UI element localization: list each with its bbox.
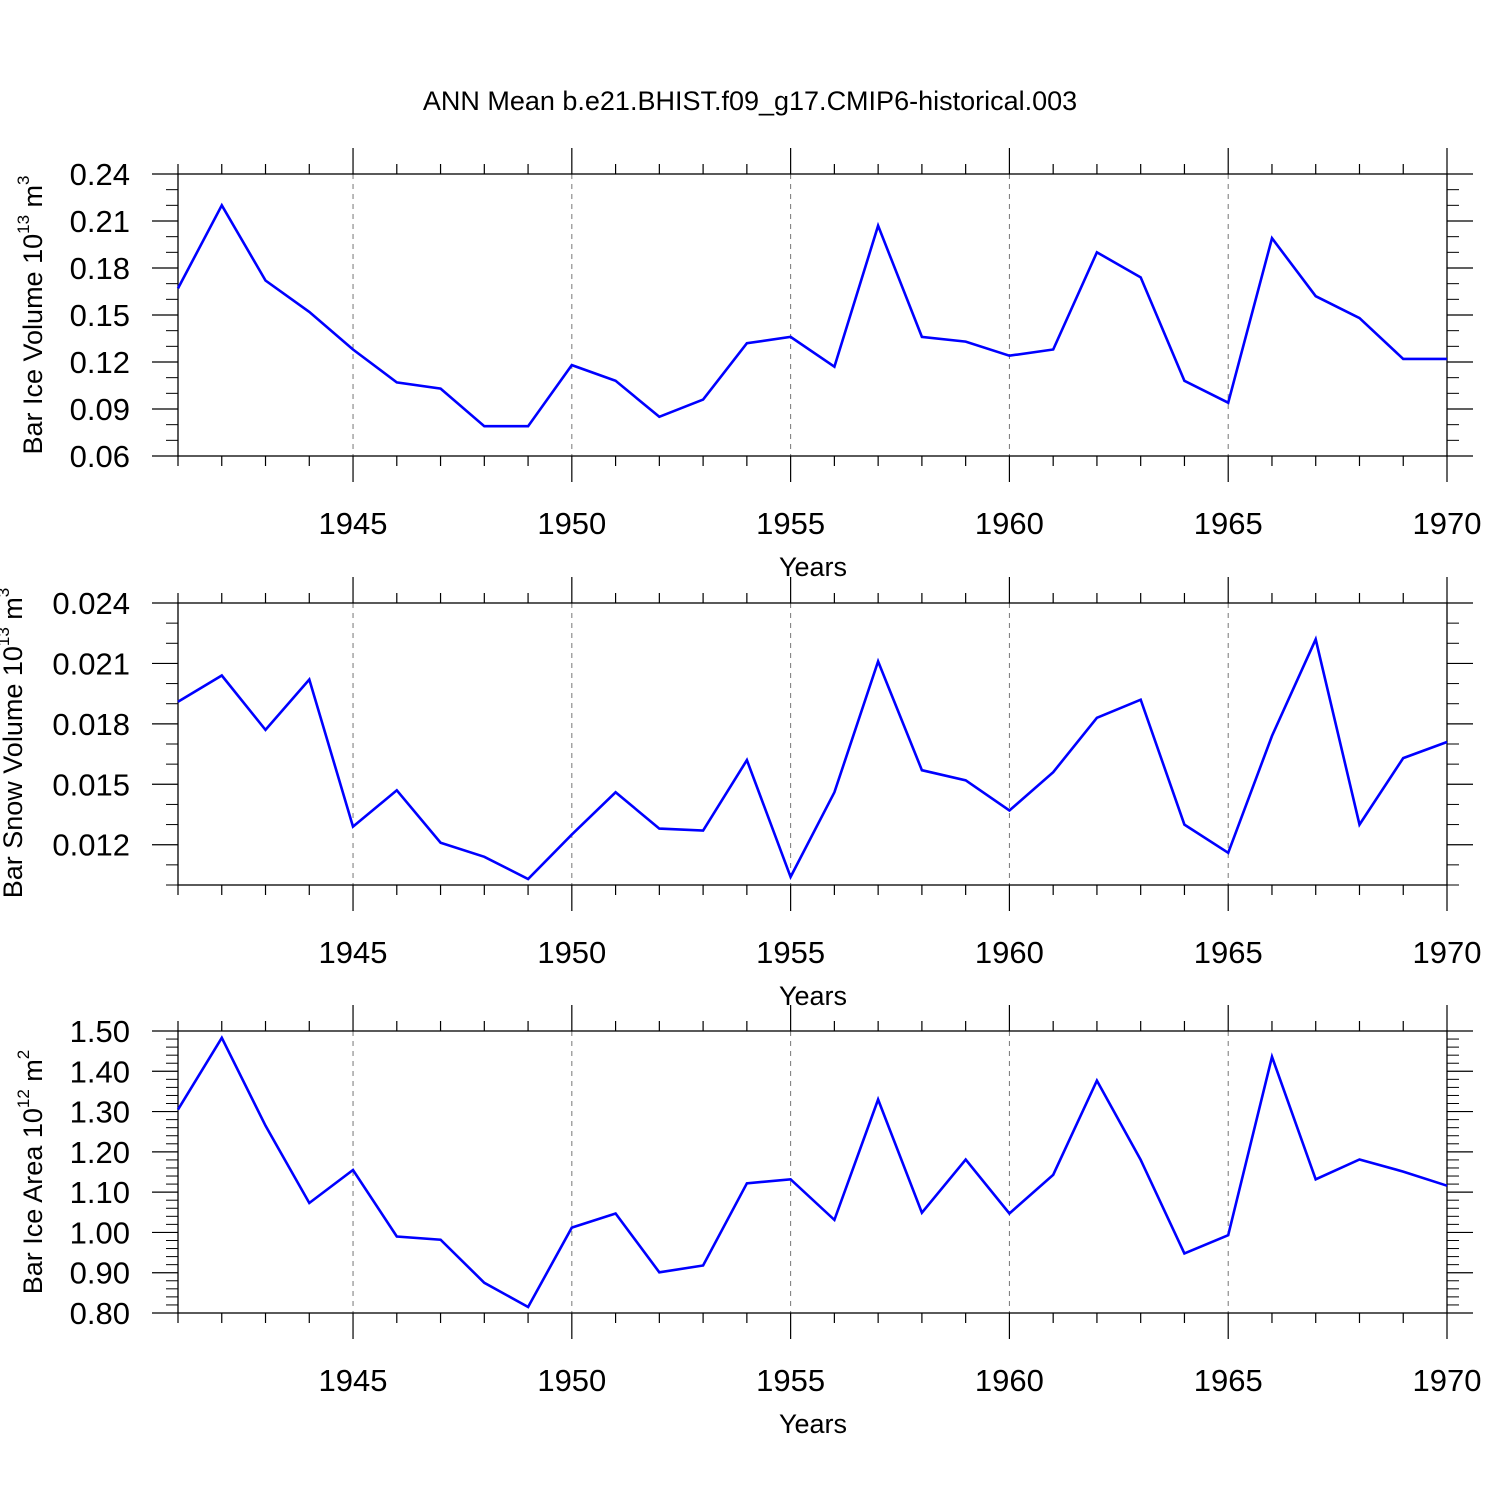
- y-tick-label: 1.10: [70, 1175, 130, 1210]
- y-axis-label-exponent: 13: [0, 627, 13, 646]
- y-axis-label-unit-exponent: 3: [0, 588, 13, 597]
- y-tick-label: 1.50: [70, 1014, 130, 1049]
- plot-frame: [177, 173, 1448, 457]
- plot-frame: [177, 602, 1448, 886]
- y-axis-label-unit: m: [18, 1059, 48, 1089]
- figure-title: ANN Mean b.e21.BHIST.f09_g17.CMIP6-histo…: [423, 86, 1077, 116]
- y-axis-label: Bar Ice Area 1012 m2: [14, 1050, 48, 1295]
- y-tick-label: 0.09: [70, 392, 130, 427]
- x-tick-label: 1945: [319, 506, 388, 541]
- y-tick-label: 0.80: [70, 1296, 130, 1331]
- x-axis-label: Years: [779, 1409, 847, 1439]
- y-axis-label-text: Bar Snow Volume 10: [0, 646, 28, 898]
- y-tick-label: 0.015: [52, 767, 130, 802]
- y-axis-label-exponent: 13: [14, 215, 33, 234]
- x-tick-label: 1945: [319, 1363, 388, 1398]
- y-tick-label: 0.021: [52, 646, 130, 681]
- x-tick-label: 1970: [1413, 1363, 1482, 1398]
- y-tick-label: 1.00: [70, 1215, 130, 1250]
- x-axis-label: Years: [779, 552, 847, 582]
- y-tick-label: 0.018: [52, 707, 130, 742]
- y-axis-label-text: Bar Ice Volume 10: [18, 234, 48, 455]
- x-axis-label: Years: [779, 981, 847, 1011]
- y-axis-label-exponent: 12: [14, 1089, 33, 1108]
- y-axis-label: Bar Snow Volume 1013 m3: [0, 588, 28, 899]
- y-tick-label: 0.21: [70, 204, 130, 239]
- x-tick-label: 1965: [1194, 1363, 1263, 1398]
- series-line: [176, 1035, 1448, 1309]
- x-tick-label: 1950: [537, 935, 606, 970]
- y-tick-label: 0.12: [70, 345, 130, 380]
- series-line: [176, 202, 1447, 428]
- y-tick-label: 0.18: [70, 251, 130, 286]
- y-axis-label-unit: m: [0, 597, 28, 627]
- y-tick-label: 0.15: [70, 298, 130, 333]
- chart-panel-1: 0.06 0.09 0.12 0.15 0.18 0.21 0.24 1945 1950 1955…: [14, 148, 1481, 582]
- series-line: [177, 635, 1448, 881]
- y-axis-label-unit: m: [18, 185, 48, 215]
- y-tick-label: 0.06: [70, 439, 130, 474]
- y-tick-label: 0.012: [52, 828, 130, 863]
- chart-panel-3: 0.80 0.90 1.00 1.10 1.20 1.30 1.40 1.50 1945 1950…: [14, 1005, 1481, 1439]
- y-tick-label: 1.40: [70, 1054, 130, 1089]
- panels: 0.06 0.09 0.12 0.15 0.18 0.21 0.24 1945 1950 1955…: [0, 148, 1481, 1439]
- y-tick-label: 0.024: [52, 586, 130, 621]
- x-tick-label: 1960: [975, 935, 1044, 970]
- y-tick-label: 0.90: [70, 1256, 130, 1291]
- chart-panel-2: 0.012 0.015 0.018 0.021 0.024 1945 1950 1955 196…: [0, 577, 1481, 1011]
- plot-frame: [177, 1030, 1448, 1314]
- y-tick-label: 1.30: [70, 1095, 130, 1130]
- x-tick-label: 1970: [1413, 935, 1482, 970]
- x-tick-label: 1955: [756, 935, 825, 970]
- y-axis-label: Bar Ice Volume 1013 m3: [14, 175, 48, 454]
- y-tick-label: 1.20: [70, 1135, 130, 1170]
- x-tick-label: 1950: [537, 1363, 606, 1398]
- x-tick-label: 1965: [1194, 935, 1263, 970]
- y-axis-label-unit-exponent: 3: [14, 175, 33, 184]
- x-tick-label: 1945: [319, 935, 388, 970]
- y-axis-label-text: Bar Ice Area 10: [18, 1108, 48, 1294]
- x-tick-label: 1965: [1194, 506, 1263, 541]
- x-tick-label: 1960: [975, 506, 1044, 541]
- x-tick-label: 1955: [756, 1363, 825, 1398]
- y-tick-label: 0.24: [70, 157, 130, 192]
- x-tick-label: 1955: [756, 506, 825, 541]
- x-tick-label: 1960: [975, 1363, 1044, 1398]
- x-tick-label: 1950: [537, 506, 606, 541]
- y-axis-label-unit-exponent: 2: [14, 1050, 33, 1059]
- x-tick-label: 1970: [1413, 506, 1482, 541]
